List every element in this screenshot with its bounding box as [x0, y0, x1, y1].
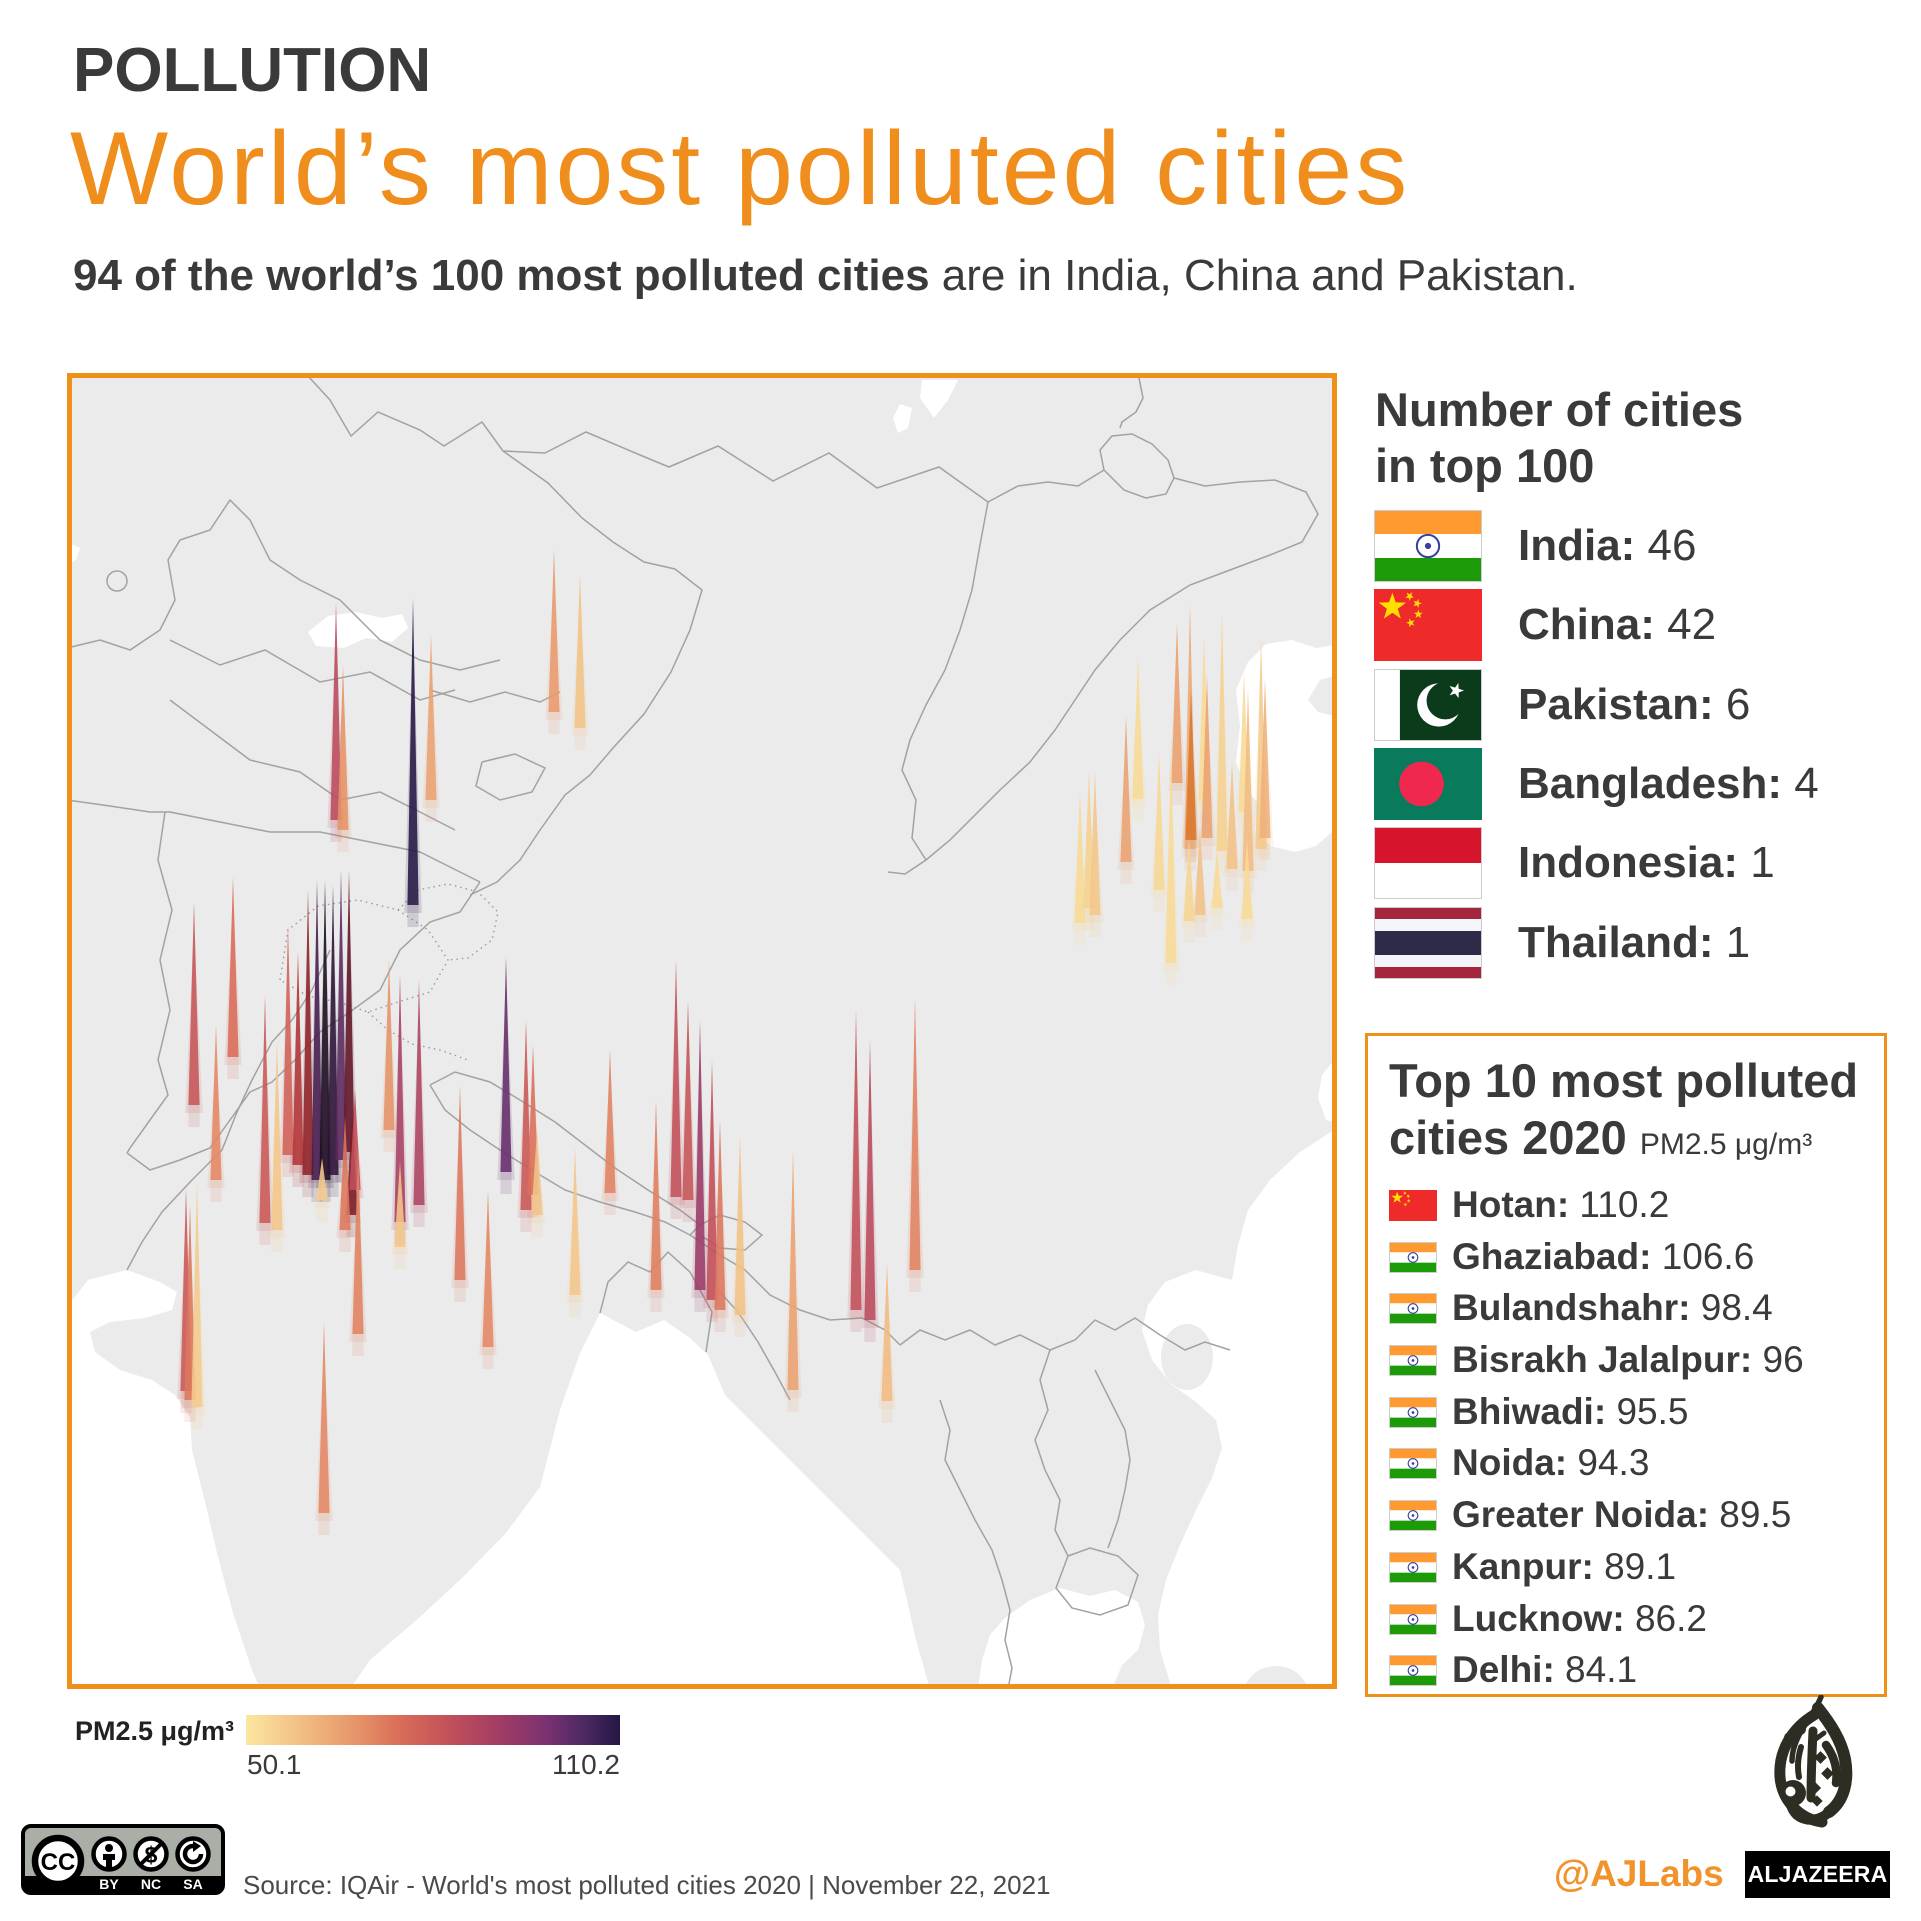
svg-text:SA: SA	[183, 1876, 202, 1892]
svg-text:NC: NC	[141, 1876, 161, 1892]
svg-text:BY: BY	[99, 1876, 119, 1892]
svg-text:CC: CC	[41, 1849, 76, 1876]
